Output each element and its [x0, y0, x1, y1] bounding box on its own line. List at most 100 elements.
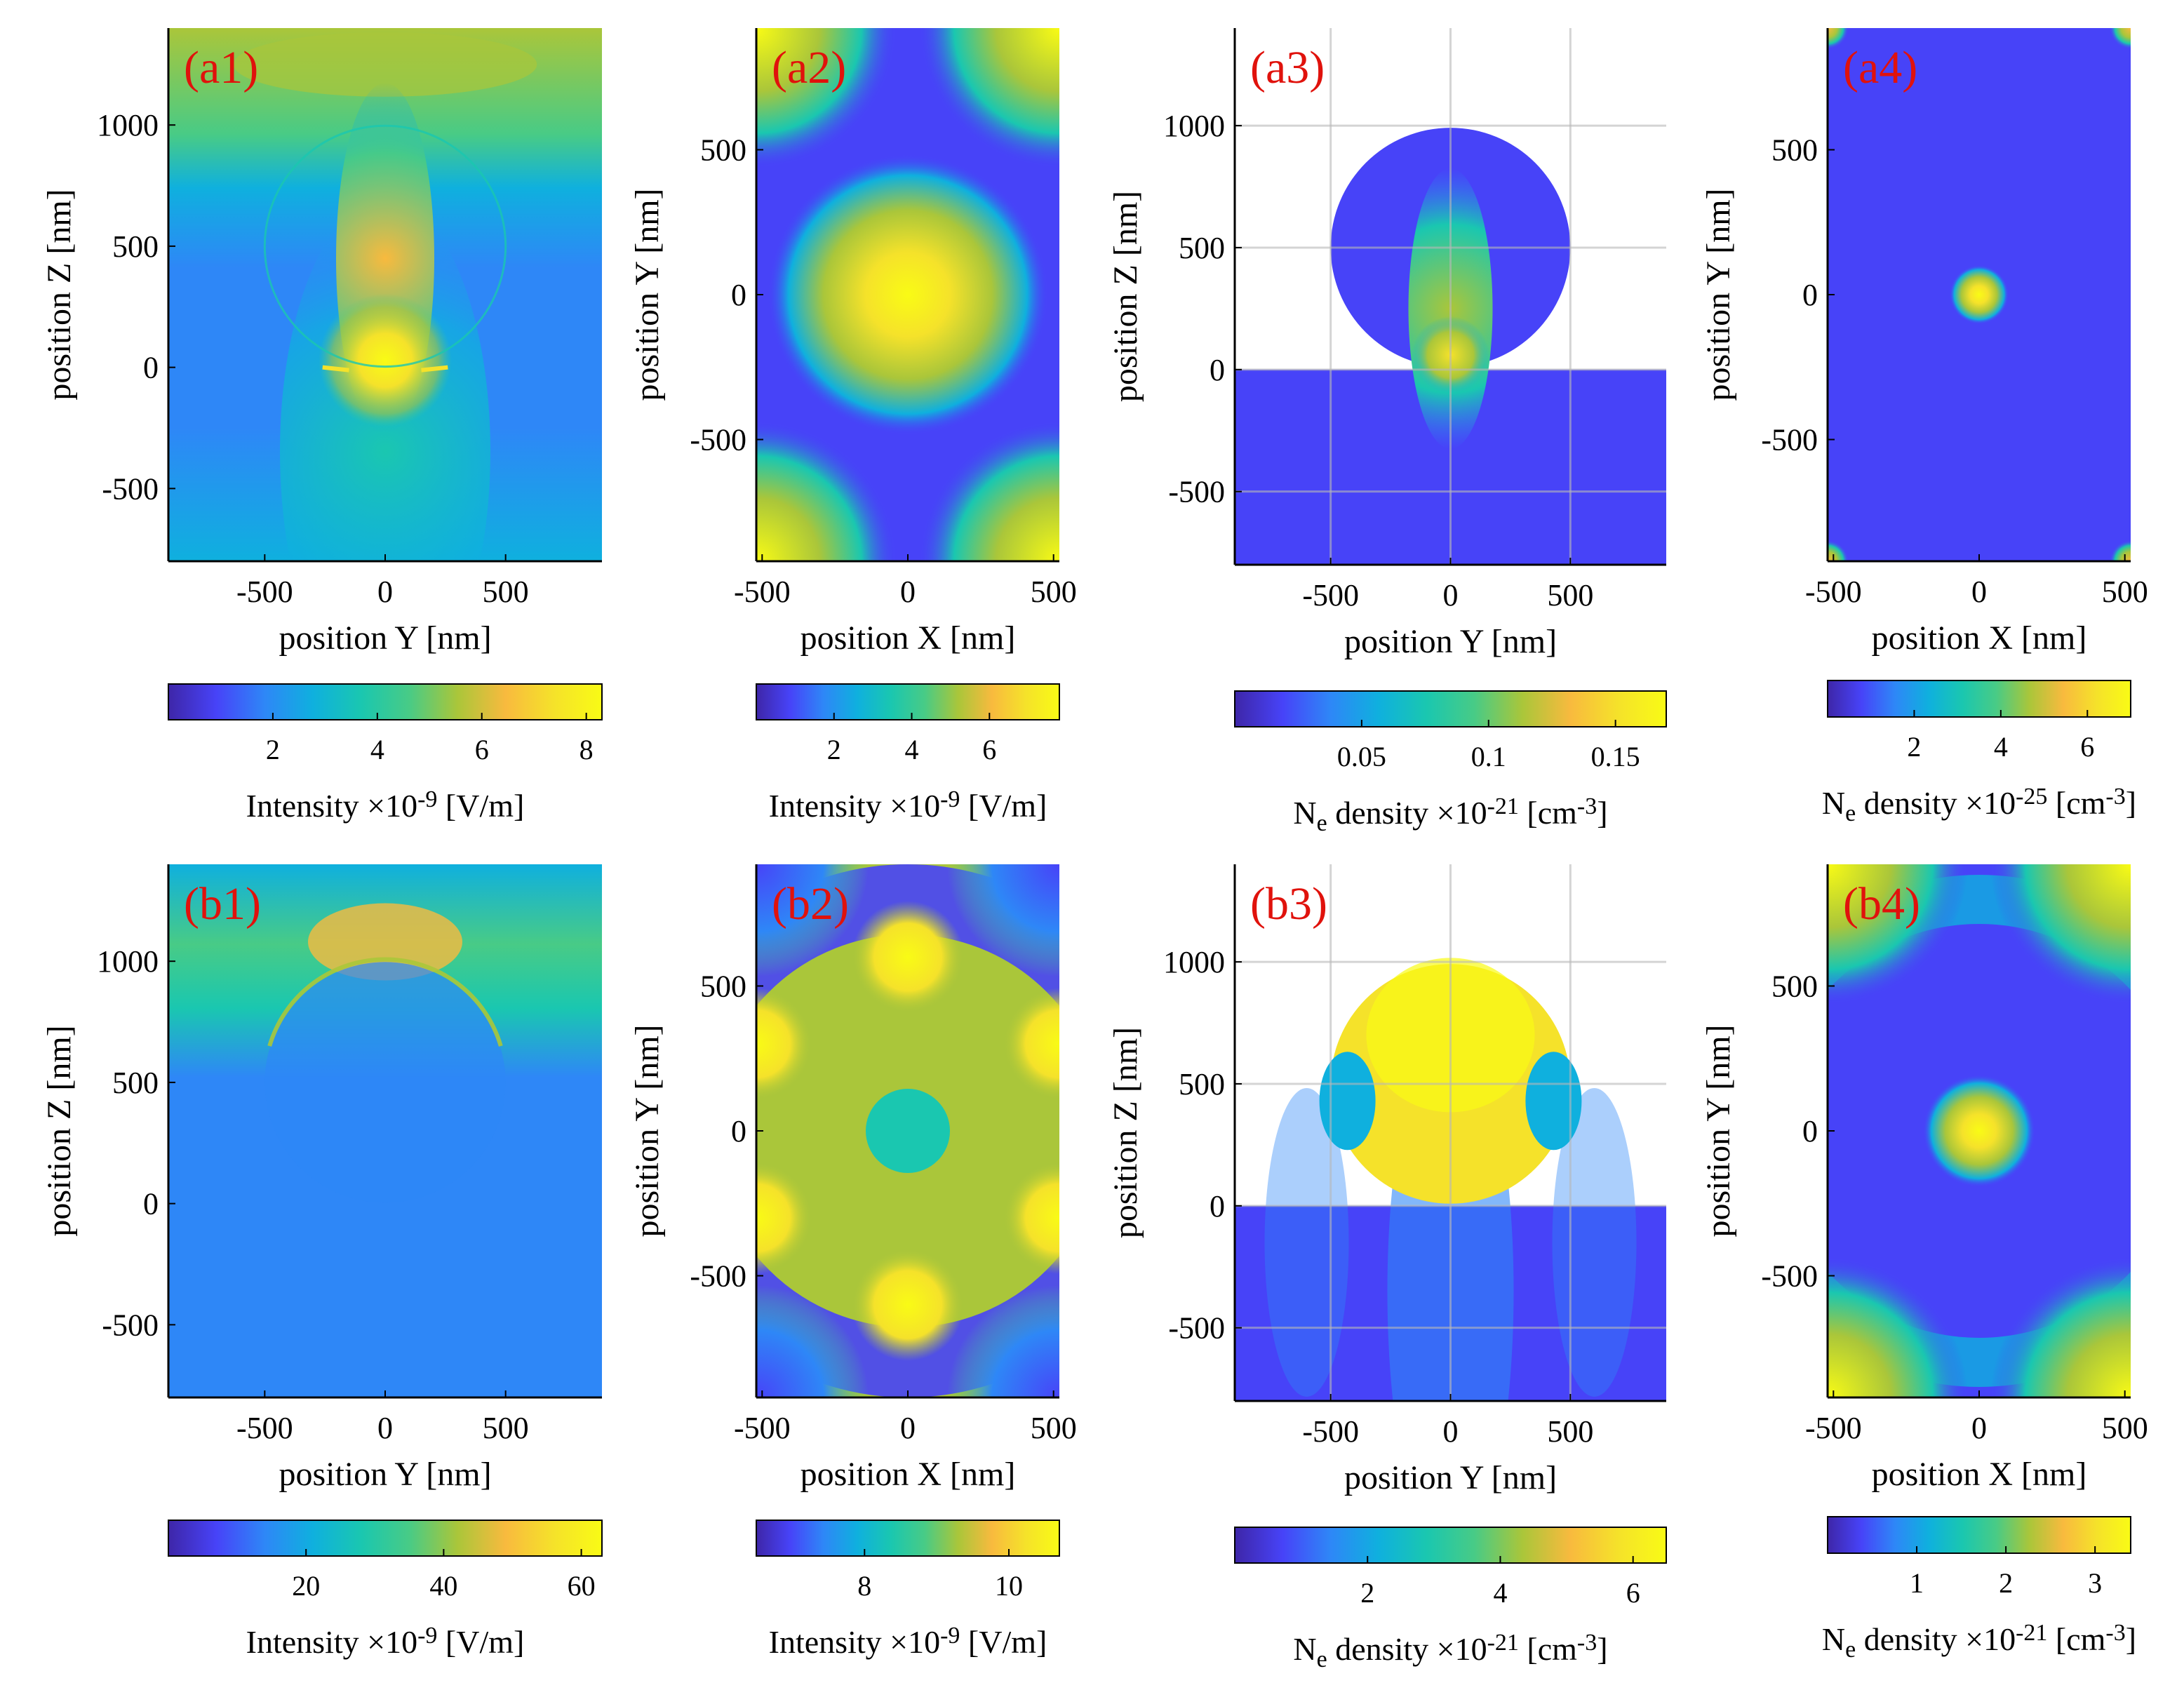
colorbar-tick-label: 2: [1360, 1577, 1374, 1609]
panel-label: (b1): [184, 878, 261, 930]
panel-a2: -500 0 500 -500 0 500 position X [nm] position …: [629, 28, 1077, 824]
colorbar-tick-label: 4: [1994, 731, 2008, 763]
y-tick-label: 0: [1210, 353, 1225, 387]
y-tick-label: 500: [1179, 1067, 1225, 1101]
x-tick-label: 500: [1547, 578, 1593, 612]
x-tick-label: 0: [1971, 575, 1987, 609]
heatmap-a4: [1828, 28, 2131, 561]
y-axis-label: position Y [nm]: [629, 1024, 666, 1237]
y-tick-label: 500: [112, 229, 159, 264]
y-tick-label: 500: [1771, 133, 1818, 167]
y-tick-label: 0: [1802, 1114, 1818, 1148]
colorbar-a3: [1234, 690, 1667, 727]
colorbar-tick-label: 60: [568, 1570, 596, 1602]
colorbar-tick-label: 2: [1907, 731, 1921, 763]
x-tick-label: -500: [734, 575, 791, 609]
panel-b3: -500 0 500 -500 0 500 1000 position Y [nm] posit…: [1107, 864, 1667, 1672]
x-tick-label: -500: [1302, 1414, 1359, 1449]
y-tick-label: -500: [690, 423, 746, 457]
x-tick-label: 500: [1547, 1414, 1593, 1449]
x-tick-label: 500: [483, 1411, 529, 1445]
y-tick-label: 0: [731, 1114, 746, 1148]
panel-label: (a4): [1843, 42, 1917, 93]
y-axis-label: position Y [nm]: [1700, 188, 1737, 401]
panel-a4: -500 0 500 -500 0 500 position X [nm] position …: [1700, 28, 2148, 826]
colorbar-tick-label: 2: [827, 734, 841, 765]
colorbar-tick-label: 6: [2080, 731, 2094, 763]
y-tick-label: 500: [1771, 969, 1818, 1003]
y-tick-label: 1000: [97, 108, 159, 142]
panel-b4: -500 0 500 -500 0 500 position X [nm] position …: [1700, 864, 2148, 1663]
colorbar-a2: [756, 683, 1060, 720]
y-tick-label: -500: [1761, 423, 1818, 457]
colorbar-tick-label: 0.1: [1471, 741, 1506, 772]
colorbar-label: Ne density ×10-21 [cm-3]: [1822, 1620, 2136, 1663]
colorbar-tick-label: 0.05: [1337, 741, 1386, 772]
colorbar-tick-label: 2: [1999, 1567, 2013, 1599]
x-tick-label: -500: [236, 575, 293, 609]
colorbar-tick-label: 40: [429, 1570, 457, 1602]
colorbar-b4: [1827, 1516, 2131, 1554]
y-axis-label: position Y [nm]: [1700, 1024, 1737, 1237]
y-tick-label: 0: [1210, 1189, 1225, 1223]
heatmap-a1: [168, 28, 602, 561]
colorbar-label: Intensity ×10-9 [V/m]: [246, 786, 525, 824]
y-tick-label: -500: [102, 1308, 159, 1342]
colorbar-label: Ne density ×10-21 [cm-3]: [1293, 1630, 1607, 1672]
colorbar-a1: [168, 683, 603, 720]
colorbar-tick-label: 20: [292, 1570, 320, 1602]
grid-a3: [1235, 28, 1666, 565]
y-axis-label: position Z [nm]: [41, 189, 78, 400]
x-tick-label: 0: [377, 1411, 393, 1445]
panel-label: (b2): [772, 878, 849, 930]
colorbar-a4: [1827, 680, 2131, 718]
y-tick-label: 500: [1179, 231, 1225, 265]
x-axis-label: position Y [nm]: [279, 619, 491, 657]
heatmap-b1: [168, 864, 602, 1397]
y-tick-label: -500: [102, 471, 159, 506]
x-tick-label: 500: [2102, 1411, 2148, 1445]
colorbar-tick-label: 3: [2088, 1567, 2102, 1599]
y-tick-label: 0: [731, 278, 746, 312]
x-tick-label: 500: [1031, 1411, 1077, 1445]
x-tick-label: 0: [900, 575, 916, 609]
colorbar-tick-label: 1: [1910, 1567, 1924, 1599]
colorbar-label: Intensity ×10-9 [V/m]: [769, 786, 1047, 824]
y-tick-label: -500: [1761, 1259, 1818, 1294]
colorbar-tick-label: 6: [982, 734, 996, 765]
y-tick-label: 1000: [97, 944, 159, 979]
colorbar-tick-label: 10: [995, 1570, 1023, 1602]
colorbar-b1: [168, 1520, 603, 1557]
x-axis-label: position X [nm]: [1872, 1456, 2087, 1493]
colorbar-b3: [1234, 1527, 1667, 1564]
x-tick-label: -500: [1805, 1411, 1862, 1445]
y-tick-label: -500: [1168, 475, 1225, 509]
panel-a1: -500 0 500 -500 0 500 1000 position Y [nm] posit…: [41, 28, 603, 824]
colorbar-tick-label: 2: [266, 734, 280, 765]
colorbar-tick-label: 6: [475, 734, 489, 765]
y-tick-label: 0: [1802, 278, 1818, 312]
x-tick-label: 0: [377, 575, 393, 609]
heatmap-b2: [756, 864, 1059, 1397]
y-tick-label: 500: [700, 133, 746, 167]
colorbar-tick-label: 4: [370, 734, 384, 765]
panel-label: (a3): [1250, 42, 1325, 93]
colorbar-label: Intensity ×10-9 [V/m]: [246, 1623, 525, 1660]
colorbar-label: Ne density ×10-25 [cm-3]: [1822, 784, 2136, 826]
colorbar-b2: [756, 1520, 1060, 1557]
colorbar-tick-label: 8: [580, 734, 594, 765]
colorbar-tick-label: 6: [1626, 1577, 1640, 1609]
heatmap-a2: [756, 28, 1059, 561]
y-tick-label: 0: [143, 1187, 159, 1221]
x-tick-label: 0: [1971, 1411, 1987, 1445]
panel-label: (b3): [1250, 878, 1327, 930]
x-tick-label: 0: [1443, 1414, 1459, 1449]
y-axis-label: position Y [nm]: [629, 188, 666, 401]
x-tick-label: 500: [483, 575, 529, 609]
panel-label: (b4): [1843, 878, 1920, 930]
y-tick-label: 500: [112, 1066, 159, 1100]
colorbar-label: Intensity ×10-9 [V/m]: [769, 1623, 1047, 1660]
colorbar-tick-label: 4: [1493, 1577, 1507, 1609]
x-axis-label: position Y [nm]: [1344, 623, 1557, 660]
